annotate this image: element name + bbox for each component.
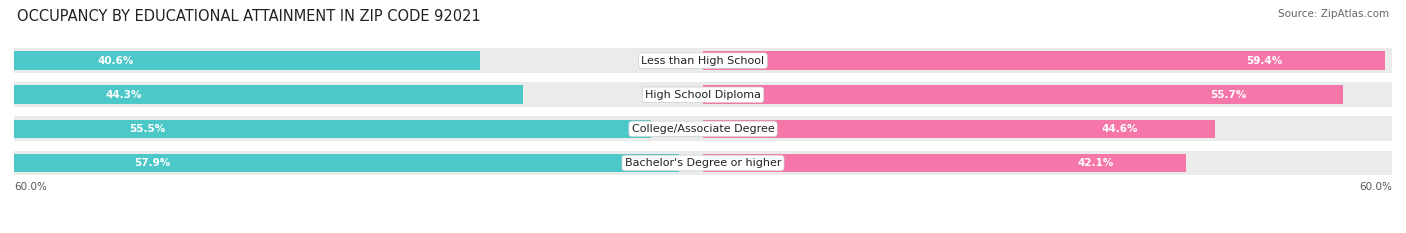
Text: 55.7%: 55.7% bbox=[1211, 90, 1247, 100]
Text: 55.5%: 55.5% bbox=[129, 124, 165, 134]
Text: 59.4%: 59.4% bbox=[1247, 56, 1282, 66]
Bar bbox=[703, 51, 1385, 70]
Bar bbox=[14, 154, 679, 172]
Bar bbox=[14, 116, 1392, 141]
Text: 44.6%: 44.6% bbox=[1102, 124, 1139, 134]
Bar bbox=[14, 51, 481, 70]
Bar bbox=[14, 82, 1392, 107]
Bar bbox=[14, 48, 1392, 73]
Bar bbox=[703, 86, 1343, 104]
Bar bbox=[703, 120, 1215, 138]
Text: 40.6%: 40.6% bbox=[98, 56, 135, 66]
Text: 44.3%: 44.3% bbox=[105, 90, 142, 100]
Text: 60.0%: 60.0% bbox=[14, 182, 46, 192]
Text: Bachelor's Degree or higher: Bachelor's Degree or higher bbox=[624, 158, 782, 168]
Text: College/Associate Degree: College/Associate Degree bbox=[631, 124, 775, 134]
Bar bbox=[14, 151, 1392, 175]
Bar bbox=[703, 154, 1187, 172]
Text: High School Diploma: High School Diploma bbox=[645, 90, 761, 100]
Text: Source: ZipAtlas.com: Source: ZipAtlas.com bbox=[1278, 9, 1389, 19]
Text: OCCUPANCY BY EDUCATIONAL ATTAINMENT IN ZIP CODE 92021: OCCUPANCY BY EDUCATIONAL ATTAINMENT IN Z… bbox=[17, 9, 481, 24]
Text: 57.9%: 57.9% bbox=[134, 158, 170, 168]
Text: 42.1%: 42.1% bbox=[1077, 158, 1114, 168]
Text: 60.0%: 60.0% bbox=[1360, 182, 1392, 192]
Bar bbox=[14, 120, 651, 138]
Bar bbox=[14, 86, 523, 104]
Text: Less than High School: Less than High School bbox=[641, 56, 765, 66]
